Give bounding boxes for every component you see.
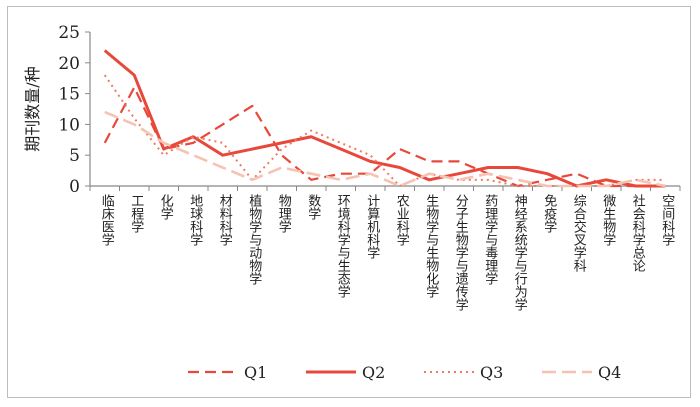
x-tick-label: 数学: [305, 194, 321, 220]
x-tick-label: 环境科学与生态学: [334, 194, 350, 298]
x-tick-label: 化学: [157, 194, 173, 220]
x-tick-label: 物理学: [275, 194, 291, 233]
x-tick-label: 材料科学: [216, 194, 232, 246]
x-tick-label: 分子生物学与遗传学: [452, 194, 468, 311]
legend-label-q2: Q2: [362, 363, 385, 382]
x-tick-label: 空间科学: [659, 194, 675, 246]
series-line-q4: [104, 110, 666, 188]
x-tick-label: 综合交叉学科: [570, 194, 586, 272]
legend-label-q4: Q4: [598, 363, 621, 382]
x-tick-label: 生物学与生物化学: [423, 194, 439, 298]
x-tick-label: 计算机科学: [364, 194, 380, 259]
y-tick-label: 10: [58, 115, 80, 135]
y-tick-label: 15: [58, 85, 80, 105]
y-tick-label: 25: [58, 23, 80, 43]
legend-label-q3: Q3: [480, 363, 503, 382]
x-tick-label: 地球科学: [187, 194, 203, 246]
series-line-q2: [103, 49, 666, 188]
y-tick-label: 0: [69, 177, 80, 197]
y-tick-label: 5: [69, 146, 80, 166]
x-tick-label: 农业科学: [393, 194, 409, 246]
y-tick-label: 20: [58, 54, 80, 74]
chart-frame: [7, 6, 691, 398]
x-tick-label: 临床医学: [98, 194, 114, 246]
legend-label-q1: Q1: [244, 363, 267, 382]
x-tick-label: 微生物学: [600, 194, 616, 246]
x-tick-label: 神经系统学与行为学: [511, 194, 527, 311]
series-line-q3: [103, 74, 666, 187]
series-line-q1: [103, 86, 666, 188]
x-tick-label: 社会科学总论: [629, 194, 645, 272]
x-tick-label: 药理学与毒理学: [482, 194, 498, 285]
x-tick-label: 免疫学: [541, 194, 557, 233]
x-tick-label: 工程学: [128, 194, 144, 233]
x-tick-label: 植物学与动物学: [246, 194, 262, 285]
y-axis-title: 期刊数量/种: [23, 66, 42, 151]
